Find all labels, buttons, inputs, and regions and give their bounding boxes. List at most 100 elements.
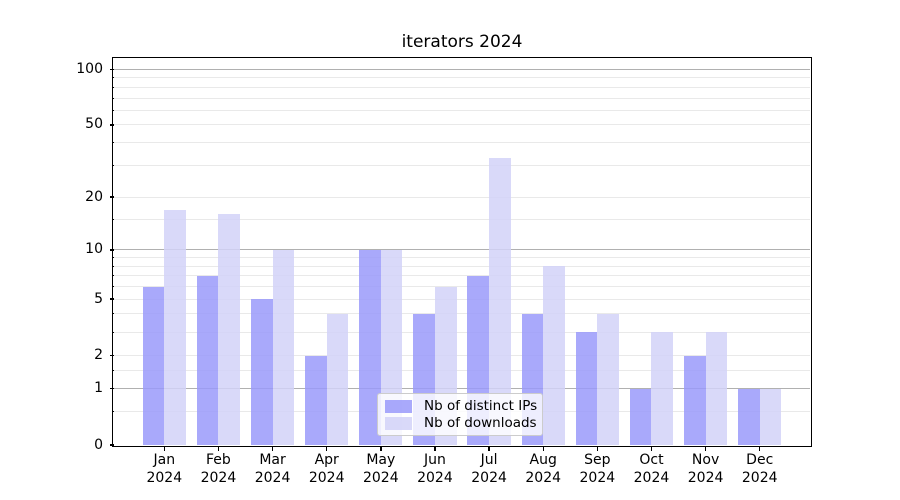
bar-downloads-feb-2024 <box>218 214 241 445</box>
bar-downloads-jul-2024 <box>489 157 511 445</box>
bar-downloads-apr-2024 <box>326 313 349 445</box>
y-tick-label: 100 <box>76 60 103 77</box>
y-minor-tick-mark <box>111 265 114 267</box>
x-tick-label: Jan 2024 <box>146 452 183 486</box>
bar-downloads-mar-2024 <box>272 249 295 445</box>
y-minor-tick-mark <box>111 97 114 99</box>
bar-ips-mar-2024 <box>250 299 273 445</box>
gridline-minor <box>114 124 810 126</box>
x-tick-label: Jun 2024 <box>417 452 453 486</box>
x-tick-mark <box>163 447 165 451</box>
x-tick-label: Dec 2024 <box>741 452 778 486</box>
chart-title: iterators 2024 <box>401 32 523 52</box>
x-tick-mark <box>380 447 382 451</box>
y-minor-tick-mark <box>111 275 114 277</box>
bar-ips-feb-2024 <box>196 275 219 445</box>
y-tick-mark <box>109 444 114 446</box>
bar-downloads-nov-2024 <box>705 332 728 445</box>
y-tick-mark <box>109 249 114 251</box>
y-tick-label: 50 <box>85 116 103 133</box>
gridline-minor <box>114 77 810 79</box>
legend-item-distinct-ips: Nb of distinct IPs <box>385 398 538 414</box>
gridline-minor <box>114 355 810 357</box>
bar-ips-apr-2024 <box>305 355 327 445</box>
gridline-minor <box>114 265 810 267</box>
gridline-major <box>114 249 810 251</box>
y-minor-tick-mark <box>111 77 114 79</box>
gridline-minor <box>114 164 810 166</box>
gridline-minor <box>114 218 810 220</box>
bar-ips-sep-2024 <box>575 332 598 445</box>
x-tick-mark <box>271 447 274 451</box>
x-tick-label: Aug 2024 <box>525 452 562 486</box>
bar-downloads-aug-2024 <box>543 266 565 445</box>
gridline-minor <box>114 286 810 288</box>
x-tick-label: Nov 2024 <box>687 452 724 486</box>
legend-swatch-ips-icon <box>385 399 412 413</box>
gridline-minor <box>114 313 810 315</box>
gridline-minor <box>114 142 810 144</box>
x-tick-label: Feb 2024 <box>200 452 237 486</box>
gridline-minor <box>114 97 810 99</box>
x-tick-label: May 2024 <box>362 452 399 486</box>
y-tick-mark <box>109 68 114 71</box>
y-minor-tick-mark <box>111 355 114 357</box>
bar-ips-jan-2024 <box>142 286 165 445</box>
x-tick-label: Apr 2024 <box>308 452 345 486</box>
gridline-major <box>114 388 810 390</box>
bar-ips-oct-2024 <box>629 388 652 445</box>
y-tick-label: 20 <box>85 188 103 205</box>
legend-label-distinct-ips: Nb of distinct IPs <box>424 398 538 414</box>
y-minor-tick-mark <box>111 109 114 111</box>
y-tick-label: 10 <box>85 241 103 258</box>
y-tick-label: 1 <box>94 380 103 397</box>
x-tick-label: Mar 2024 <box>254 452 291 486</box>
bar-downloads-dec-2024 <box>759 388 782 445</box>
y-minor-tick-mark <box>111 164 114 166</box>
y-minor-tick-mark <box>111 218 114 220</box>
bar-ips-dec-2024 <box>738 388 760 445</box>
x-tick-mark <box>434 447 436 451</box>
bar-ips-nov-2024 <box>684 355 706 445</box>
x-tick-label: Jul 2024 <box>471 452 507 486</box>
bar-ips-may-2024 <box>359 249 381 445</box>
y-tick-label: 2 <box>94 347 103 364</box>
legend-label-downloads: Nb of downloads <box>424 415 537 431</box>
bar-downloads-jan-2024 <box>164 209 186 445</box>
y-minor-tick-mark <box>111 257 114 259</box>
x-tick-mark <box>488 447 490 451</box>
gridline-minor <box>114 109 810 111</box>
x-tick-mark <box>650 447 653 451</box>
legend-item-downloads: Nb of downloads <box>385 415 537 431</box>
y-minor-tick-mark <box>111 196 114 198</box>
bar-downloads-sep-2024 <box>597 313 619 445</box>
gridline-minor <box>114 331 810 333</box>
x-tick-mark <box>759 447 761 451</box>
x-tick-label: Oct 2024 <box>633 452 670 486</box>
gridline-major <box>114 68 810 70</box>
y-minor-tick-mark <box>111 298 114 300</box>
x-tick-mark <box>596 447 599 451</box>
y-minor-tick-mark <box>111 331 114 333</box>
gridline-minor <box>114 86 810 88</box>
gridline-minor <box>114 196 810 198</box>
y-tick-label: 5 <box>94 290 103 307</box>
gridline-minor <box>114 298 810 300</box>
gridline-minor <box>114 275 810 277</box>
y-minor-tick-mark <box>111 142 114 144</box>
y-minor-tick-mark <box>111 411 114 413</box>
bar-downloads-oct-2024 <box>651 332 674 445</box>
y-minor-tick-mark <box>111 86 114 88</box>
gridline-minor <box>114 369 810 371</box>
x-tick-mark <box>542 447 544 451</box>
legend: Nb of distinct IPs Nb of downloads <box>377 393 543 436</box>
y-tick-label: 0 <box>94 436 103 453</box>
x-tick-label: Sep 2024 <box>579 452 616 486</box>
x-tick-mark <box>325 447 328 451</box>
y-minor-tick-mark <box>111 313 114 315</box>
gridline-minor <box>114 257 810 259</box>
legend-swatch-downloads-icon <box>385 416 412 430</box>
y-minor-tick-mark <box>111 124 114 126</box>
x-tick-mark <box>704 447 707 451</box>
